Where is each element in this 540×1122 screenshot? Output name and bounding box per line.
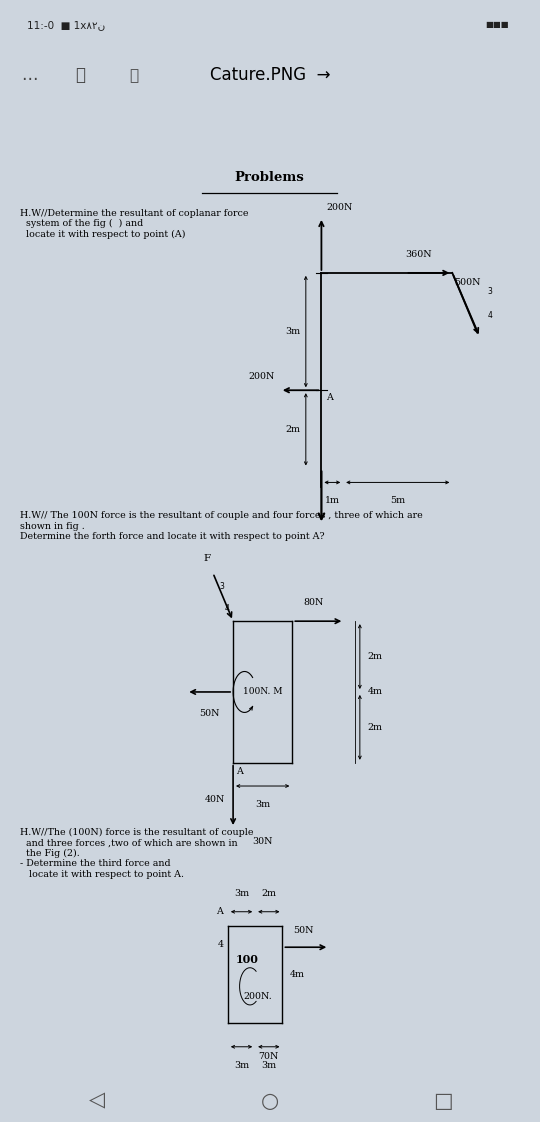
Text: 2m: 2m	[261, 889, 276, 898]
Text: ⧉: ⧉	[76, 66, 86, 84]
Text: ⎓: ⎓	[130, 67, 139, 83]
Text: 4m: 4m	[368, 688, 383, 697]
Text: 100N. M: 100N. M	[243, 688, 282, 697]
Text: 80N: 80N	[303, 598, 323, 607]
Text: 50N: 50N	[199, 709, 220, 718]
Text: A: A	[216, 908, 222, 917]
Text: H.W//Determine the resultant of coplanar force
  system of the fig (  ) and
  lo: H.W//Determine the resultant of coplanar…	[20, 209, 248, 239]
Text: A: A	[235, 767, 242, 776]
Text: 200N: 200N	[327, 203, 353, 212]
Text: 360N: 360N	[406, 250, 432, 259]
Text: 3m: 3m	[234, 1060, 249, 1069]
Text: 30N: 30N	[253, 837, 273, 846]
Text: 2m: 2m	[286, 425, 301, 434]
Text: 3m: 3m	[234, 889, 249, 898]
Text: 100: 100	[235, 955, 259, 965]
Text: ◁: ◁	[89, 1091, 105, 1111]
Text: 11:-0  ■ 1x۸۲ن: 11:-0 ■ 1x۸۲ن	[27, 20, 105, 29]
Text: 3m: 3m	[255, 800, 270, 809]
Text: 200N.: 200N.	[244, 992, 272, 1001]
Text: 200N: 200N	[248, 371, 275, 381]
Text: A: A	[326, 393, 333, 402]
Text: H.W//The (100N) force is the resultant of couple
  and three forces ,two of whic: H.W//The (100N) force is the resultant o…	[20, 828, 254, 879]
Text: 2m: 2m	[368, 652, 383, 661]
Text: 3: 3	[219, 582, 224, 591]
Text: 3m: 3m	[261, 1060, 276, 1069]
Text: 3: 3	[488, 287, 492, 296]
Text: 4m: 4m	[290, 971, 305, 980]
Text: 4: 4	[218, 940, 224, 949]
Text: ○: ○	[261, 1091, 279, 1111]
Text: 500N: 500N	[454, 277, 481, 286]
Text: …: …	[22, 66, 38, 84]
Text: 4: 4	[224, 604, 229, 613]
Text: 40N: 40N	[205, 795, 225, 804]
Text: Cature.PNG  →: Cature.PNG →	[210, 66, 330, 84]
Text: Problems: Problems	[234, 172, 305, 184]
Text: 5m: 5m	[390, 496, 406, 505]
Text: 1m: 1m	[325, 496, 340, 505]
Text: ■■■: ■■■	[485, 20, 509, 29]
Text: □: □	[433, 1091, 453, 1111]
Text: F: F	[203, 554, 210, 563]
Text: 70N: 70N	[258, 1051, 278, 1060]
Text: H.W// The 100N force is the resultant of couple and four forces , three of which: H.W// The 100N force is the resultant of…	[20, 512, 423, 541]
Text: 3m: 3m	[286, 327, 301, 337]
Text: 4: 4	[488, 311, 492, 320]
Text: 50N: 50N	[293, 926, 314, 935]
Text: 2m: 2m	[368, 723, 383, 732]
